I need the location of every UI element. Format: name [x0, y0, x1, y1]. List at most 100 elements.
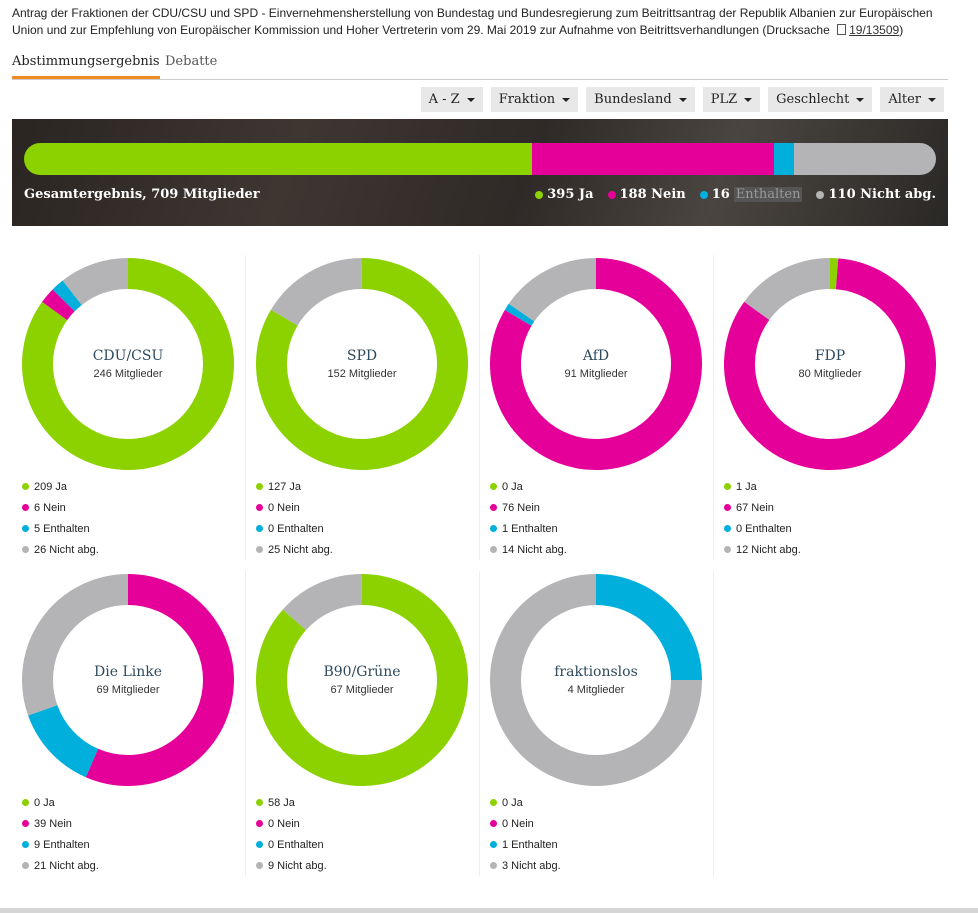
faction-card[interactable]: FDP 80 Mitglieder 1 Ja 67 Nein 0 Enthalten 12…: [714, 255, 948, 560]
enthalten-dot: [699, 190, 708, 199]
vote-count-row: 14 Nicht abg.: [490, 539, 567, 560]
vote-count-label: 3 Nicht abg.: [502, 859, 561, 872]
vote-count-label: 76 Nein: [502, 501, 540, 514]
filter-label: Alter: [888, 92, 921, 107]
tab-bar: Abstimmungsergebnis Debatte: [12, 47, 948, 80]
enthalten-dot: [256, 841, 263, 848]
faction-vote-legend: 0 Ja 0 Nein 1 Enthalten 3 Nicht abg.: [490, 792, 561, 876]
filter-a-z[interactable]: A - Z: [420, 87, 483, 112]
vote-count-label: 127 Ja: [268, 480, 302, 493]
vote-count-row: 3 Nicht abg.: [490, 855, 561, 876]
bar-segment-nicht: [794, 143, 936, 175]
faction-name: CDU/CSU: [92, 348, 164, 364]
vote-count-row: 0 Nein: [256, 497, 333, 518]
bar-segment-nein: [532, 143, 774, 175]
vote-count-label: 0 Enthalten: [736, 522, 792, 535]
overall-result-bar: [24, 143, 936, 175]
faction-donut-chart: [22, 574, 234, 786]
donut-slice-nein: [724, 258, 936, 470]
enthalten-dot: [490, 525, 497, 532]
vote-count-label: 26 Nicht abg.: [34, 543, 99, 556]
drucksache-link[interactable]: 19/13509: [849, 23, 900, 37]
faction-donut-chart: [490, 574, 702, 786]
faction-card[interactable]: Die Linke 69 Mitglieder 0 Ja 39 Nein 9 Entha…: [12, 571, 246, 876]
vote-count-label: 209 Ja: [34, 480, 68, 493]
vote-count-row: 1 Enthalten: [490, 518, 567, 539]
nein-dot: [256, 820, 263, 827]
filter-bar: A - Z Fraktion Bundesland PLZ Geschlecht…: [420, 87, 944, 112]
legend-nein-label: 188 Nein: [619, 187, 686, 202]
ja-dot: [490, 483, 497, 490]
filter-fraktion[interactable]: Fraktion: [490, 87, 579, 112]
vote-count-row: 25 Nicht abg.: [256, 539, 333, 560]
vote-count-label: 58 Ja: [268, 796, 295, 809]
donut-slice-nicht: [62, 258, 129, 306]
nicht-dot: [22, 862, 29, 869]
faction-donut-chart: [490, 258, 702, 470]
vote-count-label: 9 Enthalten: [34, 838, 90, 851]
bar-segment-ja: [24, 143, 533, 175]
vote-count-label: 12 Nicht abg.: [736, 543, 801, 556]
faction-member-count: 67 Mitglieder: [330, 684, 394, 696]
overall-legend: 395 Ja 188 Nein 16 Enthalten 110 Nicht ab…: [535, 187, 936, 202]
tab-debatte[interactable]: Debatte: [165, 54, 218, 69]
donut-slice-nicht: [282, 574, 363, 631]
faction-card[interactable]: fraktionslos 4 Mitglieder 0 Ja 0 Nein 1 Enth…: [480, 571, 714, 876]
faction-member-count: 246 Mitglieder: [93, 368, 163, 380]
faction-card[interactable]: CDU/CSU 246 Mitglieder 209 Ja 6 Nein 5 Entha…: [12, 255, 246, 560]
faction-card[interactable]: AfD 91 Mitglieder 0 Ja 76 Nein 1 Enthalten 14…: [480, 255, 714, 560]
vote-count-label: 14 Nicht abg.: [502, 543, 567, 556]
vote-count-label: 0 Ja: [502, 796, 523, 809]
ja-dot: [724, 483, 731, 490]
ja-dot: [256, 799, 263, 806]
vote-count-label: 0 Enthalten: [268, 522, 324, 535]
vote-count-row: 9 Nicht abg.: [256, 855, 327, 876]
ja-dot: [22, 483, 29, 490]
vote-count-row: 0 Ja: [490, 476, 567, 497]
vote-count-label: 39 Nein: [34, 817, 72, 830]
ja-dot: [535, 190, 544, 199]
donut-slice-nicht: [508, 258, 597, 322]
faction-card[interactable]: SPD 152 Mitglieder 127 Ja 0 Nein 0 Enthalten…: [246, 255, 480, 560]
faction-donut-chart: [256, 258, 468, 470]
faction-name: FDP: [814, 348, 846, 364]
nein-dot: [22, 820, 29, 827]
vote-count-label: 0 Nein: [502, 817, 534, 830]
filter-alter[interactable]: Alter: [880, 87, 944, 112]
enthalten-dot: [22, 841, 29, 848]
faction-donut-chart: [22, 258, 234, 470]
vote-count-label: 21 Nicht abg.: [34, 859, 99, 872]
vote-count-label: 9 Nicht abg.: [268, 859, 327, 872]
vote-count-label: 67 Nein: [736, 501, 774, 514]
nicht-dot: [490, 862, 497, 869]
chevron-down-icon: [928, 97, 936, 102]
vote-count-row: 0 Enthalten: [724, 518, 801, 539]
donut-slice-nicht: [270, 258, 363, 327]
chevron-down-icon: [466, 97, 475, 102]
overall-total-label: Gesamtergebnis, 709 Mitglieder: [24, 187, 260, 202]
tab-abstimmungsergebnis[interactable]: Abstimmungsergebnis: [12, 54, 160, 79]
vote-count-label: 0 Nein: [268, 817, 300, 830]
donut-slice-nein: [490, 258, 702, 470]
nicht-dot: [256, 862, 263, 869]
chevron-down-icon: [856, 97, 865, 102]
nein-dot: [490, 820, 497, 827]
enthalten-dot: [724, 525, 731, 532]
overall-result-banner: Gesamtergebnis, 709 Mitglieder 395 Ja 18…: [12, 119, 948, 226]
faction-card[interactable]: B90/Grüne 67 Mitglieder 58 Ja 0 Nein 0 Entha…: [246, 571, 480, 876]
filter-bundesland[interactable]: Bundesland: [586, 87, 695, 112]
faction-name: SPD: [346, 348, 378, 364]
vote-count-row: 209 Ja: [22, 476, 99, 497]
legend-enthalten-word: Enthalten: [733, 187, 803, 202]
legend-enthalten: 16 Enthalten: [699, 187, 803, 202]
nein-dot: [256, 504, 263, 511]
legend-nicht-label: 110 Nicht abg.: [828, 187, 936, 202]
ja-dot: [22, 799, 29, 806]
enthalten-dot: [256, 525, 263, 532]
faction-name: Die Linke: [94, 664, 162, 680]
vote-count-row: 12 Nicht abg.: [724, 539, 801, 560]
filter-plz[interactable]: PLZ: [702, 87, 761, 112]
filter-geschlecht[interactable]: Geschlecht: [768, 87, 873, 112]
faction-vote-legend: 209 Ja 6 Nein 5 Enthalten 26 Nicht abg.: [22, 476, 99, 560]
description-text: Antrag der Fraktionen der CDU/CSU und SP…: [12, 6, 933, 37]
